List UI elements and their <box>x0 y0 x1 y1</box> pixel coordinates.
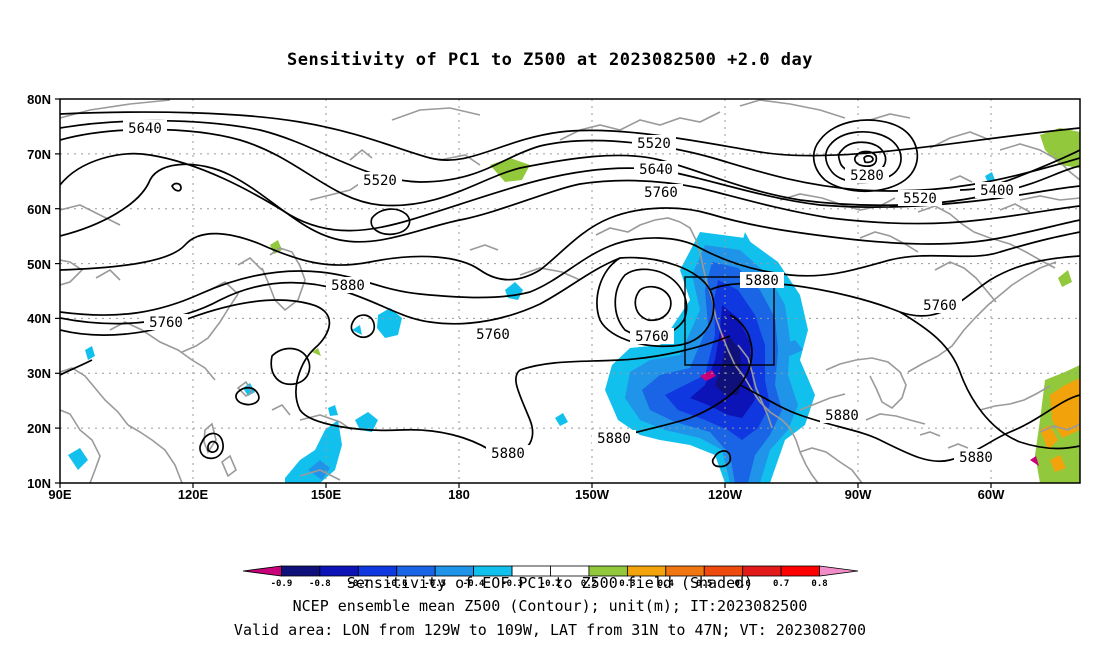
colorbar-tick-label: -0.3 <box>501 579 523 589</box>
contour-label: 5760 <box>918 297 962 314</box>
colorbar-tick-label: 0.7 <box>773 579 789 589</box>
lon-label: 150W <box>575 487 610 502</box>
svg-text:5760: 5760 <box>476 327 510 343</box>
svg-text:5760: 5760 <box>149 315 183 331</box>
coastlines <box>60 99 1080 483</box>
svg-text:5760: 5760 <box>923 298 957 314</box>
colorbar-swatch <box>780 565 820 577</box>
map-title: Sensitivity of PC1 to Z500 at 2023082500… <box>286 50 813 70</box>
valid-area-box <box>684 276 775 366</box>
lat-label: 20N <box>27 421 51 436</box>
colorbar-tick-label: 0.3 <box>619 579 635 589</box>
lon-label: 150E <box>311 487 342 502</box>
colorbar-tick-label: -0.9 <box>271 579 293 589</box>
contour-label: 5640 <box>123 120 167 137</box>
lat-label: 60N <box>27 202 51 217</box>
colorbar-tick-label: 0.4 <box>658 579 675 589</box>
contour-label: 5520 <box>358 172 402 189</box>
map-gridlines <box>60 99 1080 483</box>
lat-label: 70N <box>27 147 51 162</box>
lat-label: 80N <box>27 92 51 107</box>
colorbar-tick-label: -0.5 <box>424 579 446 589</box>
colorbar-swatch <box>819 565 859 577</box>
contour-label: 5520 <box>632 135 676 152</box>
svg-text:5880: 5880 <box>597 431 631 447</box>
map-panel: 5640 5520 5880 5760 5760 5520 5640 5760 … <box>60 99 1080 483</box>
lon-label: 120W <box>708 487 743 502</box>
svg-text:5880: 5880 <box>959 450 993 466</box>
map-frame <box>59 98 1081 484</box>
svg-text:5880: 5880 <box>491 446 525 462</box>
svg-text:5880: 5880 <box>745 273 779 289</box>
svg-text:5520: 5520 <box>363 173 397 189</box>
contour-labels: 5640 5520 5880 5760 5760 5520 5640 5760 … <box>123 120 1019 466</box>
colorbar-tick-label: 0.8 <box>811 579 827 589</box>
contour-label: 5880 <box>954 449 998 466</box>
axis-ticks <box>55 98 992 488</box>
contour-label: 5520 <box>898 190 942 207</box>
contour-label: 5280 <box>845 167 889 184</box>
lat-label: 10N <box>27 476 51 491</box>
contour-label: 5880 <box>326 277 370 294</box>
footer-line-3: Valid area: LON from 129W to 109W, LAT f… <box>233 621 867 639</box>
colorbar-tick-label: -0.4 <box>463 579 485 589</box>
svg-text:5640: 5640 <box>128 121 162 137</box>
svg-text:5640: 5640 <box>639 162 673 178</box>
footer-line-1: Sensitivity of EOF PC1 to Z500 field (Sh… <box>347 574 753 592</box>
lat-label: 30N <box>27 366 51 381</box>
lat-label: 40N <box>27 311 51 326</box>
svg-text:5400: 5400 <box>980 183 1014 199</box>
contour-label: 5760 <box>630 328 674 345</box>
lon-label: 60W <box>978 487 1005 502</box>
longitude-labels: 90E 120E 150E 180 150W 120W 90W 60W <box>48 487 1005 502</box>
latitude-labels: 80N 70N 60N 50N 40N 30N 20N 10N <box>27 92 51 491</box>
contour-label: 5760 <box>144 314 188 331</box>
z500-contours <box>60 111 1080 468</box>
colorbar-tick-label: -0.2 <box>540 579 562 589</box>
contour-label: 5880 <box>740 272 784 289</box>
svg-text:5760: 5760 <box>635 329 669 345</box>
svg-text:5880: 5880 <box>331 278 365 294</box>
svg-text:5880: 5880 <box>825 408 859 424</box>
lon-label: 90E <box>48 487 71 502</box>
contour-label: 5880 <box>486 445 530 462</box>
colorbar: -0.9 -0.8 -0.7 -0.6 -0.5 -0.4 -0.3 -0.2 0.2 0.3 0.… <box>242 565 859 592</box>
contour-label: 5880 <box>820 407 864 424</box>
footer-line-2: NCEP ensemble mean Z500 (Contour); unit(… <box>292 597 808 615</box>
colorbar-tick-label: -0.6 <box>386 579 408 589</box>
lon-label: 90W <box>845 487 872 502</box>
contour-label: 5880 <box>592 430 636 447</box>
colorbar-tick-label: 0.5 <box>696 579 712 589</box>
contour-label: 5760 <box>639 184 683 201</box>
contour-label: 5400 <box>975 182 1019 199</box>
svg-text:5760: 5760 <box>644 185 678 201</box>
svg-text:5280: 5280 <box>850 168 884 184</box>
lon-label: 180 <box>448 487 470 502</box>
contour-label: 5760 <box>471 326 515 343</box>
svg-text:5520: 5520 <box>637 136 671 152</box>
lat-label: 50N <box>27 257 51 272</box>
colorbar-swatch <box>281 565 321 577</box>
contour-label: 5640 <box>634 161 678 178</box>
colorbar-swatch <box>242 565 282 577</box>
colorbar-tick-label: 0.2 <box>581 579 597 589</box>
lon-label: 120E <box>178 487 209 502</box>
colorbar-tick-label: 0.6 <box>735 579 751 589</box>
colorbar-tick-label: -0.7 <box>347 579 369 589</box>
svg-text:5520: 5520 <box>903 191 937 207</box>
colorbar-tick-label: -0.8 <box>309 579 331 589</box>
